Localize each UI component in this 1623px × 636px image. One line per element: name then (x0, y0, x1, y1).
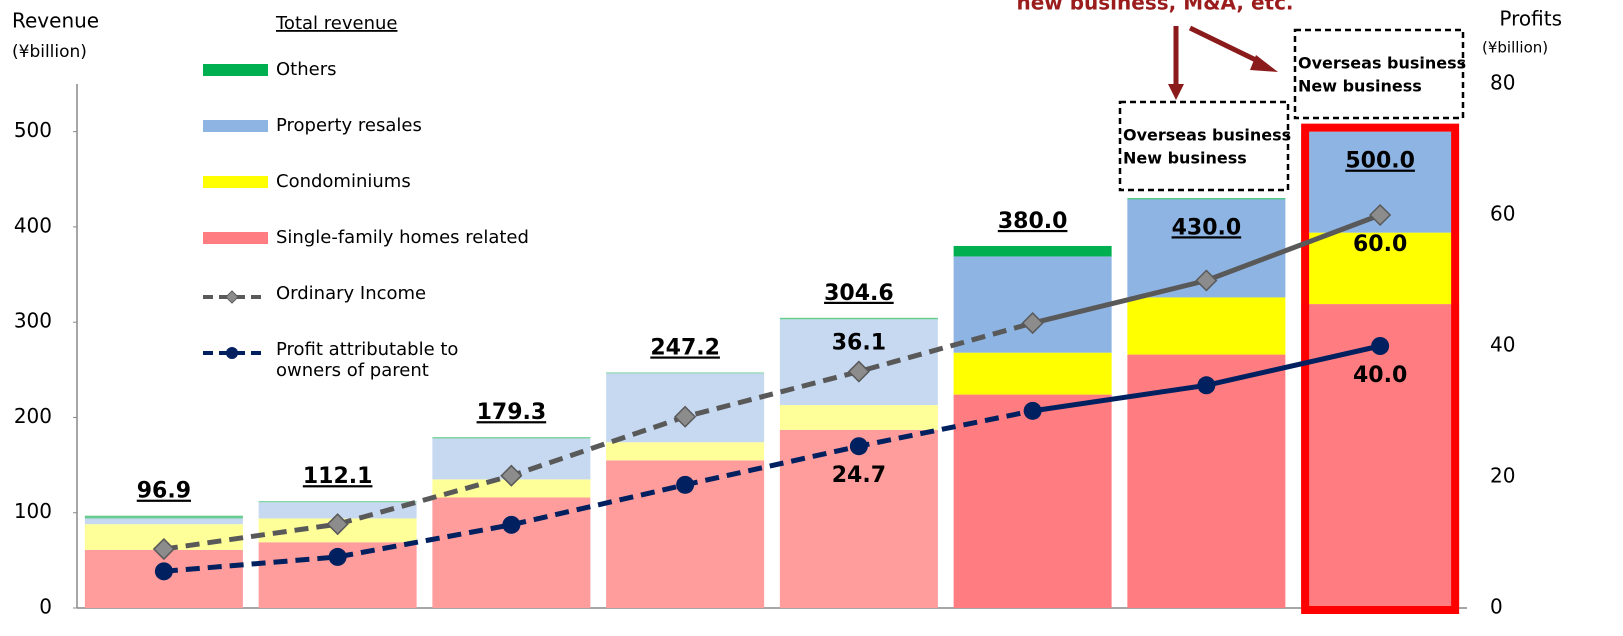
y-axis-label: Revenue (12, 9, 99, 33)
y2-axis-unit: (¥billion) (1482, 39, 1548, 57)
legend-title: Total revenue (275, 13, 397, 34)
marker (1023, 401, 1042, 420)
marker (1369, 203, 1392, 227)
arrow-head (1250, 55, 1278, 72)
bar-segment (432, 437, 591, 439)
total-label: 304.6 (824, 281, 894, 306)
y2-tick-label: 0 (1490, 595, 1503, 619)
bar-segment (953, 245, 1112, 257)
total-label: 500.0 (1345, 149, 1415, 174)
marker (849, 437, 868, 456)
legend-label: Ordinary Income (276, 283, 426, 304)
bar-segment (606, 372, 765, 374)
annotation-box (1293, 28, 1465, 120)
bar-segment (1301, 232, 1460, 305)
legend-swatch (203, 176, 268, 188)
legend-swatch (203, 120, 268, 132)
bar-segment (779, 317, 938, 320)
legend-swatch (203, 232, 268, 244)
marker (674, 405, 697, 428)
bar-segment (432, 479, 591, 498)
legend-marker (226, 347, 238, 359)
bar-segment (779, 405, 938, 430)
y2-tick-label: 80 (1490, 71, 1515, 95)
line (163, 408, 1034, 574)
annotation: new business, M&A, etc. (1016, 0, 1293, 15)
y-tick-label: 500 (14, 118, 52, 142)
marker (500, 464, 523, 487)
marker (1371, 337, 1390, 355)
marker (152, 537, 175, 561)
bar-segment (84, 518, 243, 525)
bar-segment (1127, 297, 1286, 355)
arrow-head (1168, 84, 1184, 100)
highlight-frame (1301, 123, 1460, 615)
legend-label-line: owners of parent (276, 360, 429, 381)
legend-label: Condominiums (276, 171, 411, 192)
marker (502, 515, 521, 534)
annotation: New business (1298, 77, 1422, 96)
bar-segment (953, 352, 1112, 395)
data-label: 40.0 (1353, 363, 1407, 388)
data-label: 24.7 (832, 463, 886, 488)
bar-segment (84, 515, 243, 519)
total-label: 430.0 (1172, 215, 1242, 240)
bar-segment (1127, 198, 1286, 200)
bar-segment (953, 394, 1112, 608)
y-tick-label: 0 (39, 595, 52, 619)
y2-tick-label: 60 (1490, 202, 1515, 226)
total-label: 247.2 (650, 335, 720, 360)
marker (847, 360, 870, 383)
legend-marker (225, 290, 239, 304)
marker (326, 513, 349, 536)
y-axis-unit: (¥billion) (12, 42, 87, 62)
bar-segment (779, 429, 938, 608)
marker (1195, 269, 1218, 292)
data-label: 36.1 (832, 331, 886, 356)
bar-segment (1127, 354, 1286, 608)
annotation-box (1118, 100, 1290, 192)
total-label: 179.3 (477, 400, 547, 425)
total-label: 96.9 (137, 479, 191, 504)
y2-axis-label: Profits (1499, 7, 1562, 31)
marker (1197, 376, 1216, 395)
legend-label: Others (276, 59, 337, 80)
arrow (1188, 25, 1264, 66)
total-label: 112.1 (303, 464, 373, 489)
line (163, 320, 1034, 552)
bar-segment (258, 501, 417, 503)
legend-swatch (203, 64, 268, 76)
data-label: 60.0 (1353, 232, 1407, 257)
annotation: Overseas business (1123, 126, 1291, 145)
y-tick-label: 400 (14, 213, 52, 237)
y2-tick-label: 40 (1490, 333, 1515, 357)
annotation: Overseas business (1298, 54, 1466, 73)
annotation: New business (1123, 149, 1247, 168)
legend-label: Profit attributable to owners of parent (276, 339, 458, 381)
marker (1021, 312, 1044, 335)
y2-tick-label: 20 (1490, 464, 1515, 488)
total-label: 380.0 (998, 209, 1068, 234)
marker (328, 547, 347, 566)
bar-segment (258, 502, 417, 519)
marker (676, 475, 695, 494)
arrows (1168, 25, 1278, 100)
legend-label: Property resales (276, 115, 422, 136)
bar-segment (606, 442, 765, 461)
marker (154, 562, 173, 581)
y-tick-label: 300 (14, 309, 52, 333)
y-tick-label: 100 (14, 499, 52, 523)
y-tick-label: 200 (14, 404, 52, 428)
legend-label: Single-family homes related (276, 227, 529, 248)
legend-label-line: Profit attributable to (276, 339, 458, 360)
